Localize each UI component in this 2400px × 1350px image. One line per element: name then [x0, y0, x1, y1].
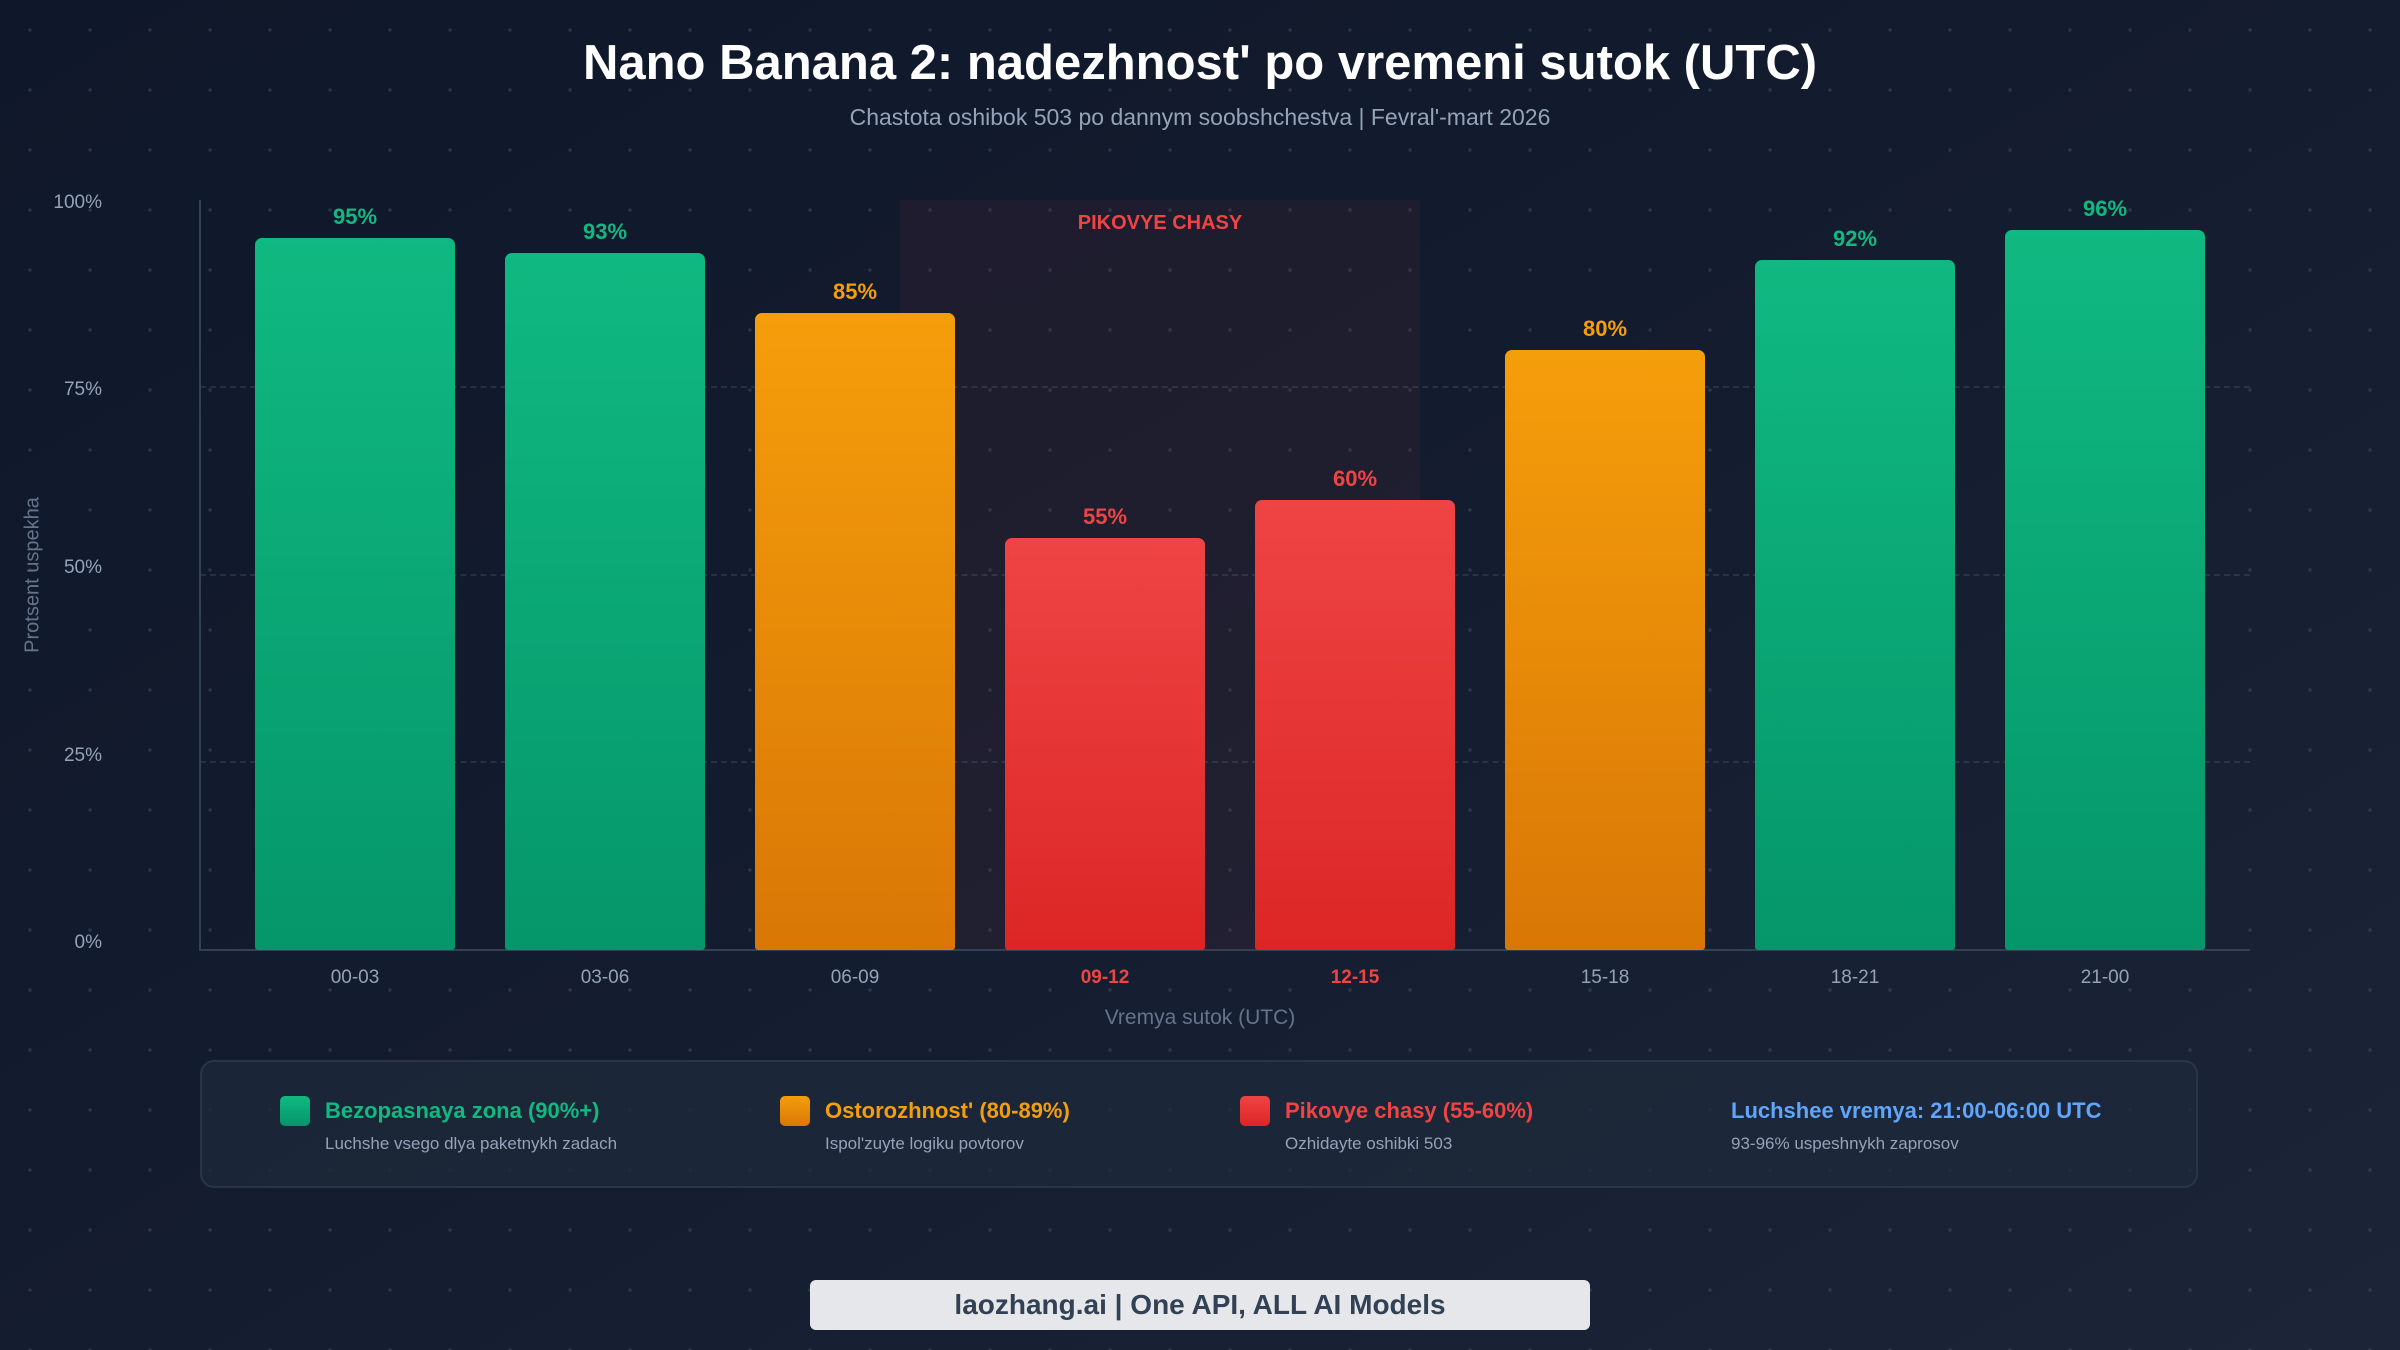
legend-title: Pikovye chasy (55-60%): [1285, 1098, 1534, 1123]
x-axis-title: Vremya sutok (UTC): [1104, 1006, 1296, 1029]
legend-title: Ostorozhnost' (80-89%): [825, 1098, 1070, 1123]
bar-06-09: [755, 312, 955, 950]
y-tick-25: 25%: [63, 745, 102, 766]
bar-03-06: [505, 252, 705, 950]
bar-21-00: [2005, 230, 2205, 950]
legend-swatch-caution: [780, 1096, 810, 1126]
x-tick-label: 21-00: [2080, 967, 2130, 988]
gridline-50: [200, 574, 2250, 576]
chart-subtitle: Chastota oshibok 503 po dannym soobshche…: [849, 104, 1551, 130]
x-tick-label: 00-03: [330, 967, 380, 988]
gridline-75: [200, 386, 2250, 388]
bar-18-21: [1755, 260, 1955, 950]
bar-12-15: [1255, 500, 1455, 950]
legend-title: Luchshee vremya: 21:00-06:00 UTC: [1731, 1098, 2102, 1123]
legend: Bezopasnaya zona (90%+) Luchshe vsego dl…: [200, 1060, 2198, 1188]
y-axis-line: [199, 200, 201, 951]
y-tick-75: 75%: [63, 379, 102, 400]
bar-09-12: [1005, 537, 1205, 950]
bar-value-label: 80%: [1582, 316, 1628, 341]
legend-description: Ispol'zuyte logiku povtorov: [825, 1134, 1024, 1153]
legend-description: Ozhidayte oshibki 503: [1285, 1134, 1453, 1153]
legend-description: Luchshe vsego dlya paketnykh zadach: [325, 1134, 618, 1153]
legend-title: Bezopasnaya zona (90%+): [325, 1098, 600, 1123]
y-tick-100: 100%: [53, 192, 102, 213]
y-axis-title: Protsent uspekha: [21, 497, 44, 653]
legend-swatch-peak: [1240, 1096, 1270, 1126]
x-tick-label: 06-09: [830, 967, 880, 988]
peak-hours-label: PIKOVYE CHASY: [1077, 212, 1243, 234]
bar-value-label: 93%: [582, 218, 628, 244]
bar-value-label: 85%: [832, 278, 878, 304]
bar-00-03: [255, 237, 455, 950]
bar-value-label: 60%: [1332, 466, 1378, 491]
bar-15-18: [1505, 350, 1705, 950]
gridline-25: [200, 761, 2250, 763]
x-tick-label: 12-15: [1330, 967, 1380, 988]
footer-banner: laozhang.ai | One API, ALL AI Models: [810, 1280, 1590, 1330]
x-tick-label: 09-12: [1080, 967, 1130, 988]
legend-swatch-safe: [280, 1096, 310, 1126]
bar-value-label: 95%: [332, 203, 378, 229]
x-tick-label: 15-18: [1580, 967, 1630, 988]
x-tick-label: 03-06: [580, 967, 630, 988]
y-tick-0: 0%: [74, 932, 102, 953]
chart-title: Nano Banana 2: nadezhnost' po vremeni su…: [582, 36, 1818, 90]
x-axis-line: [199, 949, 2250, 951]
x-tick-label: 18-21: [1830, 967, 1880, 988]
bar-value-label: 92%: [1832, 226, 1878, 251]
bar-value-label: 96%: [2082, 196, 2128, 221]
bar-value-label: 55%: [1082, 503, 1128, 529]
y-tick-50: 50%: [63, 557, 102, 578]
legend-description: 93-96% uspeshnykh zaprosov: [1731, 1134, 1959, 1153]
